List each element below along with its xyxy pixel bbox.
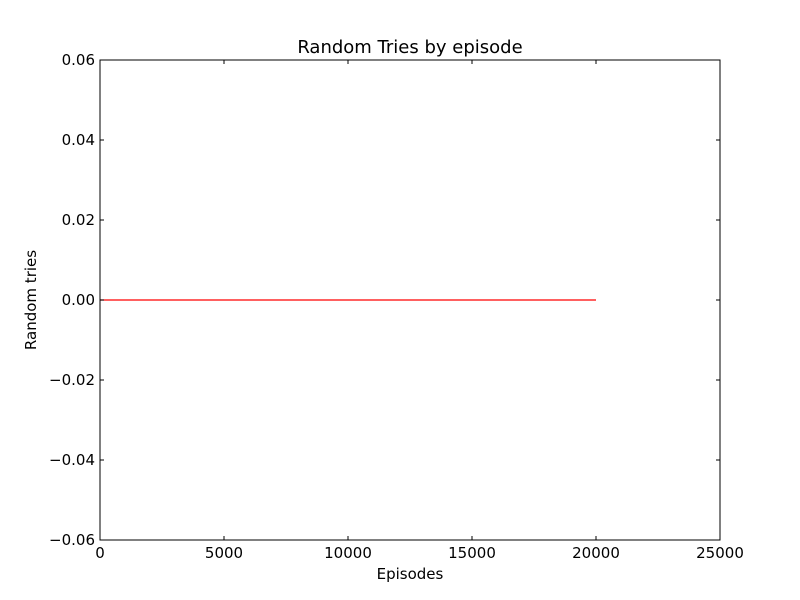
x-tick-label-1: 5000 xyxy=(205,544,243,562)
y-tick-label-4: 0.02 xyxy=(62,211,95,229)
x-tick-label-0: 0 xyxy=(95,544,105,562)
x-tick-label-3: 15000 xyxy=(448,544,496,562)
x-tick-label-4: 20000 xyxy=(572,544,620,562)
x-axis-label: Episodes xyxy=(377,565,444,583)
chart-title: Random Tries by episode xyxy=(297,37,522,58)
y-tick-label-3: 0.00 xyxy=(62,291,95,309)
x-tick-label-5: 25000 xyxy=(696,544,744,562)
ticks-layer: 0 5000 10000 15000 20000 25000 −0.06 −0.04 −0.02… xyxy=(49,51,744,562)
y-tick-label-1: −0.04 xyxy=(49,451,95,469)
x-tick-label-2: 10000 xyxy=(324,544,372,562)
y-tick-label-6: 0.06 xyxy=(62,51,95,69)
y-axis-label: Random tries xyxy=(22,250,40,350)
y-tick-label-2: −0.02 xyxy=(49,371,95,389)
plot-area-frame xyxy=(99,59,721,541)
y-tick-label-0: −0.06 xyxy=(49,531,95,549)
y-tick-label-5: 0.04 xyxy=(62,131,95,149)
